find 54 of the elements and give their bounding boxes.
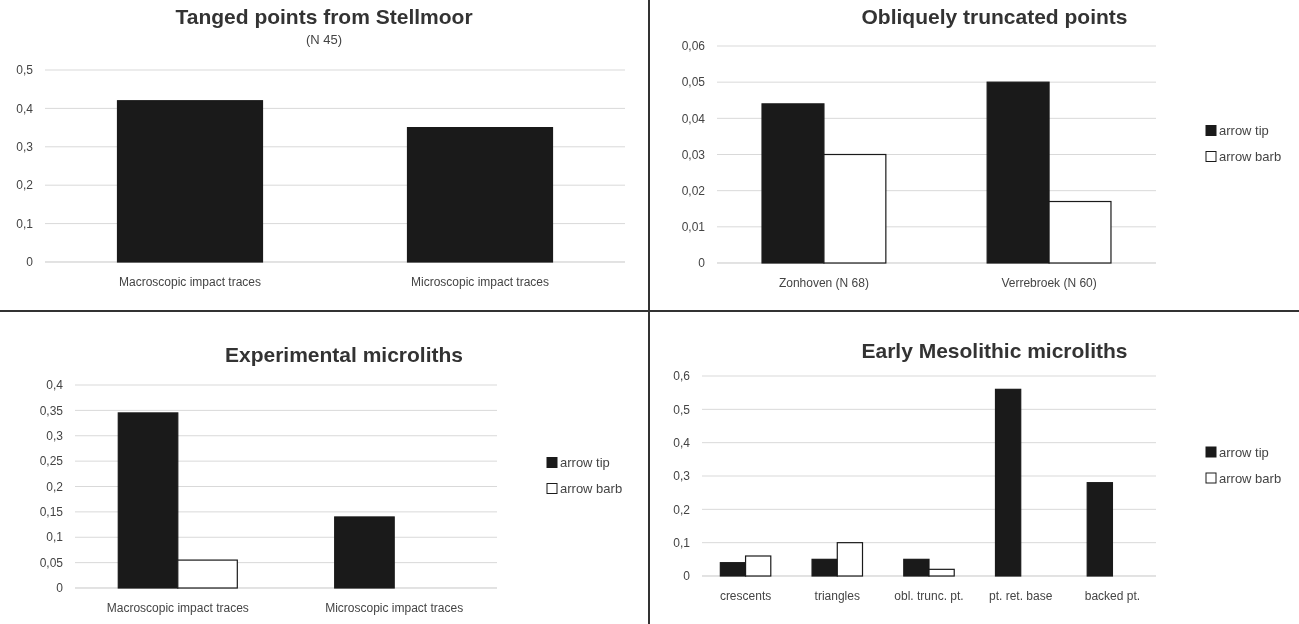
y-tick-label: 0,4	[673, 435, 691, 450]
x-tick-label: crescents	[719, 589, 772, 603]
y-tick-label: 0,6	[673, 369, 691, 384]
x-tick-label: backed pt.	[1084, 589, 1141, 603]
y-tick-label: 0,04	[681, 111, 706, 126]
y-tick-label: 0,1	[16, 216, 34, 231]
y-tick-label: 0,15	[39, 505, 64, 520]
x-tick-label: triangles	[814, 589, 860, 603]
y-tick-label: 0,01	[681, 220, 706, 235]
y-tick-label: 0	[698, 256, 706, 271]
y-tick-label: 0	[683, 569, 691, 584]
chart-title: Early Mesolithic microliths	[861, 339, 1128, 362]
y-tick-label: 0,4	[16, 101, 34, 116]
y-tick-label: 0	[26, 255, 34, 270]
x-tick-label: Verrebroek (N 60)	[1001, 276, 1097, 290]
y-tick-label: 0,2	[16, 178, 34, 193]
y-tick-label: 0,05	[39, 555, 64, 570]
y-tick-label: 0,3	[16, 140, 34, 154]
legend-label: arrow tip	[1219, 444, 1269, 460]
bar	[994, 388, 1022, 577]
legend-label: arrow tip	[1219, 123, 1269, 139]
chart-subtitle: (N 45)	[305, 32, 343, 47]
x-tick-label: Microscopic impact traces	[325, 601, 464, 615]
y-tick-label: 0,25	[39, 454, 64, 469]
legend-label: arrow barb	[560, 481, 623, 497]
y-tick-label: 0,3	[46, 428, 64, 443]
x-tick-label: obl. trunc. pt.	[894, 589, 964, 603]
y-tick-label: 0,2	[46, 479, 64, 494]
legend-label: arrow barb	[1219, 149, 1282, 165]
y-tick-label: 0,4	[46, 378, 64, 393]
y-tick-label: 0,02	[681, 183, 706, 198]
chart-title: Tanged points from Stellmoor	[175, 5, 473, 28]
y-tick-label: 0,3	[673, 469, 691, 484]
bar	[1086, 482, 1114, 577]
y-tick-label: 0,1	[46, 530, 64, 545]
y-tick-label: 0,5	[673, 402, 691, 417]
y-tick-label: 0,5	[16, 63, 34, 78]
x-tick-label: Macroscopic impact traces	[106, 601, 249, 615]
legend-label: arrow barb	[1219, 470, 1282, 486]
y-tick-label: 0	[56, 581, 64, 596]
y-tick-label: 0,35	[39, 403, 64, 418]
y-tick-label: 0,03	[681, 147, 706, 162]
x-tick-label: Zonhoven (N 68)	[778, 276, 869, 290]
y-tick-label: 0,06	[681, 39, 706, 54]
x-tick-label: Macroscopic impact traces	[118, 275, 262, 289]
x-tick-label: pt. ret. base	[989, 589, 1053, 603]
chart-title: Experimental microliths	[224, 343, 464, 366]
x-tick-label: Microscopic impact traces	[410, 275, 550, 289]
legend-label: arrow tip	[560, 455, 610, 471]
y-tick-label: 0,1	[673, 535, 691, 550]
chart-title: Obliquely truncated points	[861, 5, 1128, 28]
bar	[334, 516, 395, 589]
y-tick-label: 0,05	[681, 75, 706, 90]
y-tick-label: 0,2	[673, 502, 691, 517]
